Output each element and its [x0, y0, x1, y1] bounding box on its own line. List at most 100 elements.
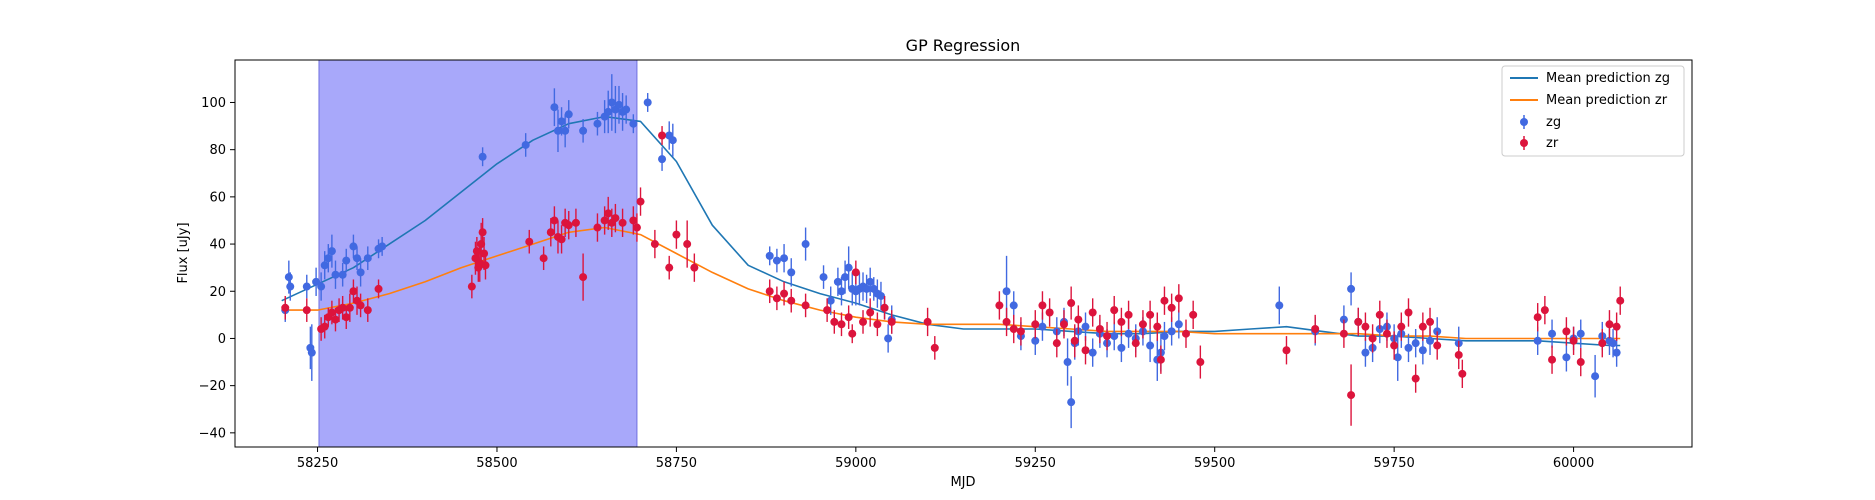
point-zg-51	[844, 246, 853, 289]
y-tick-label--20: −20	[199, 379, 226, 394]
point-zg-45	[801, 227, 810, 261]
point-zg-9	[324, 244, 333, 273]
y-tick-label-80: 80	[209, 143, 226, 158]
point-zg-90	[1275, 286, 1284, 325]
y-tick-label--40: −40	[199, 426, 226, 441]
point-zr-122	[1598, 329, 1607, 358]
point-zr-48	[683, 220, 692, 268]
point-zr-41	[629, 206, 638, 235]
point-zr-55	[823, 298, 832, 322]
point-zr-85	[1117, 307, 1126, 337]
point-zr-76	[1059, 310, 1068, 339]
point-zr-27	[546, 218, 555, 247]
point-zr-33	[571, 208, 580, 237]
point-zg-30	[604, 90, 613, 134]
point-zg-42	[772, 248, 781, 273]
point-zr-73	[1038, 291, 1047, 320]
point-zg-38	[658, 147, 667, 171]
point-zg-110	[1562, 343, 1571, 372]
point-zr-0	[281, 295, 290, 320]
point-zr-72	[1031, 310, 1040, 339]
point-zr-101	[1347, 364, 1356, 426]
point-zr-63	[873, 312, 882, 337]
point-zg-37	[643, 93, 652, 112]
point-zr-78	[1070, 324, 1079, 358]
point-zr-114	[1454, 340, 1463, 370]
point-zr-113	[1433, 331, 1442, 360]
point-zr-64	[880, 295, 889, 320]
point-zg-71	[1063, 338, 1072, 386]
point-zg-43	[780, 244, 789, 273]
point-zg-35	[622, 95, 631, 124]
point-zr-80	[1081, 336, 1090, 365]
point-zr-107	[1390, 331, 1399, 360]
point-zg-93	[1347, 272, 1356, 306]
point-zr-40	[618, 208, 627, 237]
point-zr-58	[844, 305, 853, 330]
point-zr-102	[1354, 307, 1363, 337]
point-zg-79	[1110, 321, 1119, 351]
x-tick-label-59250: 59250	[1015, 456, 1056, 471]
point-zr-121	[1576, 347, 1585, 377]
x-tick-label-58750: 58750	[656, 456, 697, 471]
y-tick-label-40: 40	[209, 238, 226, 253]
legend-label-zr: zr	[1546, 136, 1559, 151]
point-zr-39	[611, 203, 620, 233]
point-zr-28	[550, 206, 559, 235]
point-zg-76	[1088, 338, 1097, 367]
point-zr-16	[467, 274, 476, 299]
point-zr-10	[345, 293, 354, 322]
point-zr-83	[1103, 321, 1112, 351]
x-tick-label-58500: 58500	[476, 456, 517, 471]
point-zr-89	[1146, 300, 1155, 330]
point-zg-23	[553, 109, 562, 153]
point-zg-113	[1591, 354, 1600, 398]
point-zr-26	[539, 246, 548, 271]
point-zg-10	[327, 234, 336, 268]
legend-box	[1501, 65, 1685, 157]
point-zg-109	[1548, 319, 1557, 348]
point-zr-104	[1368, 324, 1377, 353]
point-zg-60	[876, 281, 885, 311]
point-zg-40	[668, 123, 677, 157]
point-zg-44	[787, 258, 796, 287]
point-zg-102	[1404, 333, 1413, 363]
point-zg-19	[378, 236, 387, 256]
point-zr-45	[658, 126, 667, 145]
legend: Mean prediction zg Mean prediction zr zg…	[1501, 65, 1685, 157]
point-zr-24	[481, 251, 490, 280]
point-zr-99	[1311, 314, 1320, 344]
point-zr-116	[1533, 303, 1542, 332]
point-zg-2	[286, 272, 295, 301]
point-zr-77	[1067, 286, 1076, 320]
point-zg-14	[349, 234, 358, 259]
point-zr-79	[1074, 305, 1083, 334]
x-axis-label: MJD	[950, 475, 975, 490]
plot-area	[234, 59, 1693, 448]
point-zr-14	[363, 298, 372, 322]
point-zr-50	[765, 279, 774, 304]
point-zr-13	[356, 293, 365, 318]
point-zr-82	[1095, 314, 1104, 344]
point-zr-110	[1411, 364, 1420, 393]
x-tick-label-58250: 58250	[297, 456, 338, 471]
point-zg-27	[579, 118, 588, 143]
point-zr-94	[1174, 284, 1183, 313]
point-zr-98	[1282, 336, 1291, 365]
point-zg-8	[320, 251, 329, 280]
legend-label-mean-zg: Mean prediction zg	[1546, 71, 1670, 86]
point-zr-43	[636, 187, 645, 216]
point-zr-124	[1612, 312, 1621, 341]
point-zr-109	[1404, 298, 1413, 327]
point-zr-97	[1196, 345, 1205, 379]
x-tick-label-60000: 60000	[1553, 456, 1594, 471]
point-zr-62	[866, 298, 875, 327]
y-axis-label: Flux [uJy]	[176, 222, 191, 283]
point-zr-46	[665, 255, 674, 280]
point-zr-90	[1153, 312, 1162, 341]
point-zr-105	[1375, 300, 1384, 330]
point-zg-26	[564, 100, 573, 129]
point-zr-86	[1124, 300, 1133, 330]
point-zr-54	[801, 293, 810, 318]
